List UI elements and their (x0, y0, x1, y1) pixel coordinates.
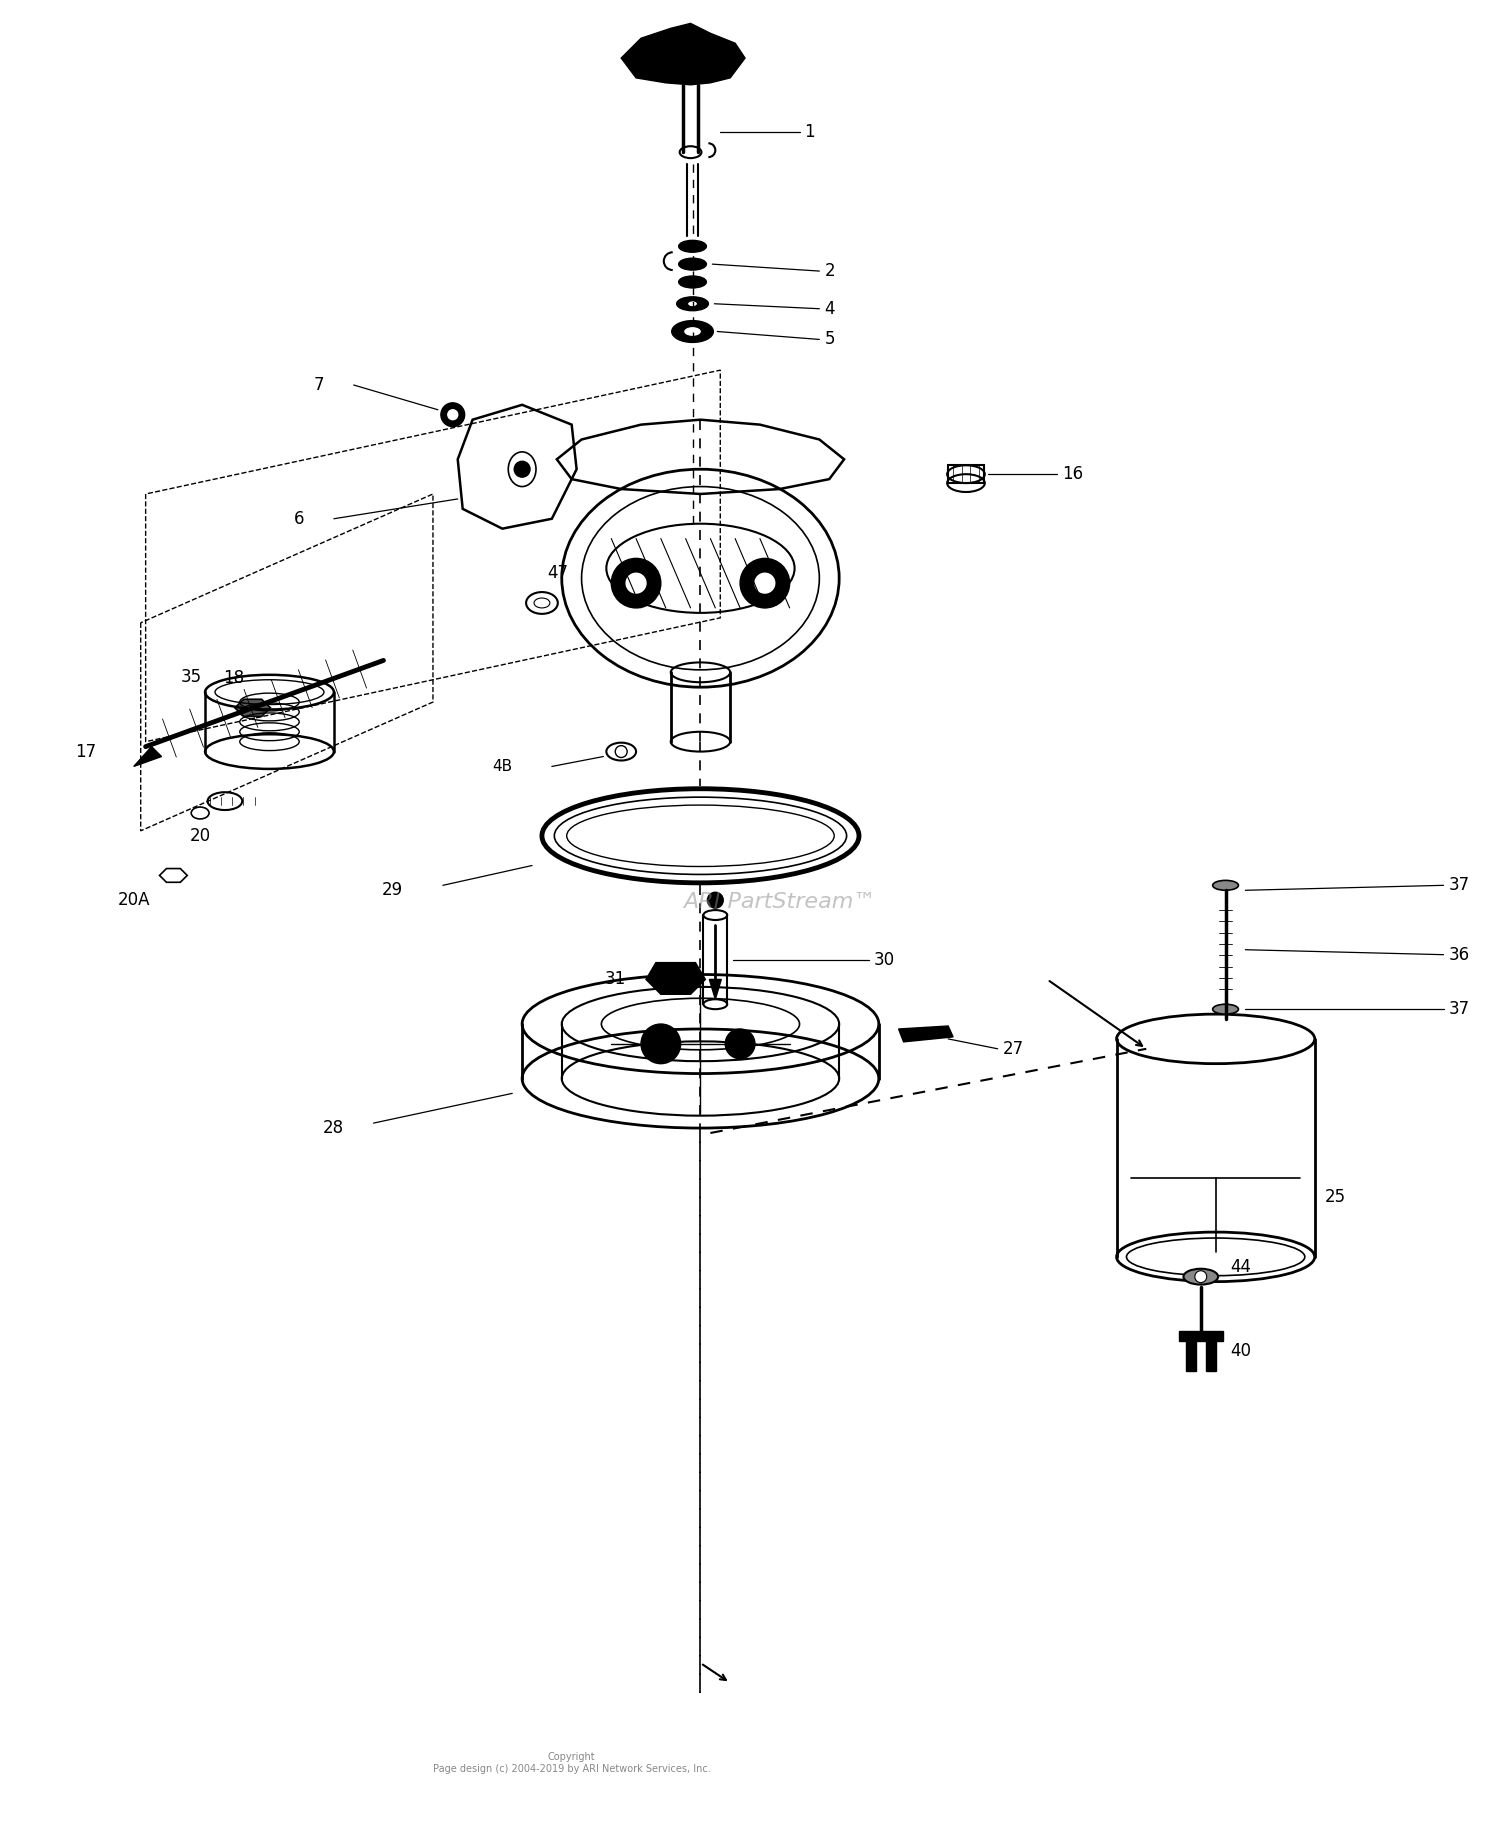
Polygon shape (1179, 1331, 1222, 1372)
Text: 30: 30 (874, 950, 896, 968)
Text: 18: 18 (224, 668, 245, 687)
Text: 28: 28 (322, 1119, 344, 1138)
Text: 4B: 4B (492, 758, 513, 773)
Circle shape (754, 573, 776, 593)
Ellipse shape (684, 326, 702, 337)
Ellipse shape (676, 296, 708, 311)
Text: 20A: 20A (118, 891, 150, 909)
Text: ARI PartStream™: ARI PartStream™ (684, 893, 876, 913)
Circle shape (740, 558, 789, 608)
Text: 20: 20 (189, 827, 210, 845)
Circle shape (626, 573, 646, 593)
Circle shape (724, 1029, 754, 1059)
Text: 16: 16 (1062, 466, 1083, 482)
Text: 40: 40 (1230, 1342, 1251, 1360)
Ellipse shape (678, 276, 706, 287)
Polygon shape (621, 24, 746, 85)
Ellipse shape (678, 258, 706, 271)
Text: 2: 2 (825, 261, 836, 280)
Circle shape (514, 462, 529, 477)
Ellipse shape (1212, 880, 1239, 891)
Text: 4: 4 (825, 300, 836, 318)
Polygon shape (646, 963, 705, 994)
Text: 7: 7 (314, 376, 324, 394)
Text: 1: 1 (804, 123, 814, 142)
Text: 44: 44 (1230, 1257, 1251, 1276)
Text: 37: 37 (1449, 876, 1470, 895)
Text: 17: 17 (75, 742, 96, 760)
Polygon shape (236, 700, 270, 716)
Ellipse shape (672, 320, 714, 342)
Ellipse shape (1212, 1003, 1239, 1014)
Polygon shape (898, 1025, 952, 1042)
Circle shape (448, 411, 458, 420)
Text: Copyright
Page design (c) 2004-2019 by ARI Network Services, Inc.: Copyright Page design (c) 2004-2019 by A… (433, 1753, 711, 1775)
Text: 5: 5 (825, 330, 836, 348)
Circle shape (1196, 1270, 1206, 1283)
Polygon shape (134, 747, 162, 766)
Circle shape (441, 403, 465, 427)
Ellipse shape (1184, 1268, 1218, 1285)
Circle shape (708, 893, 723, 908)
Ellipse shape (687, 300, 698, 307)
Polygon shape (710, 979, 722, 1000)
Text: 36: 36 (1449, 946, 1470, 963)
Circle shape (640, 1024, 681, 1064)
Circle shape (612, 558, 662, 608)
Text: 29: 29 (382, 882, 404, 898)
Text: 6: 6 (294, 510, 304, 528)
Text: 37: 37 (1449, 1000, 1470, 1018)
Text: 47: 47 (548, 563, 568, 582)
Ellipse shape (678, 241, 706, 252)
Text: 27: 27 (1002, 1040, 1025, 1059)
Text: 35: 35 (180, 668, 201, 687)
Text: 25: 25 (1324, 1189, 1346, 1206)
Bar (948, 466, 984, 482)
Text: 31: 31 (604, 970, 625, 989)
